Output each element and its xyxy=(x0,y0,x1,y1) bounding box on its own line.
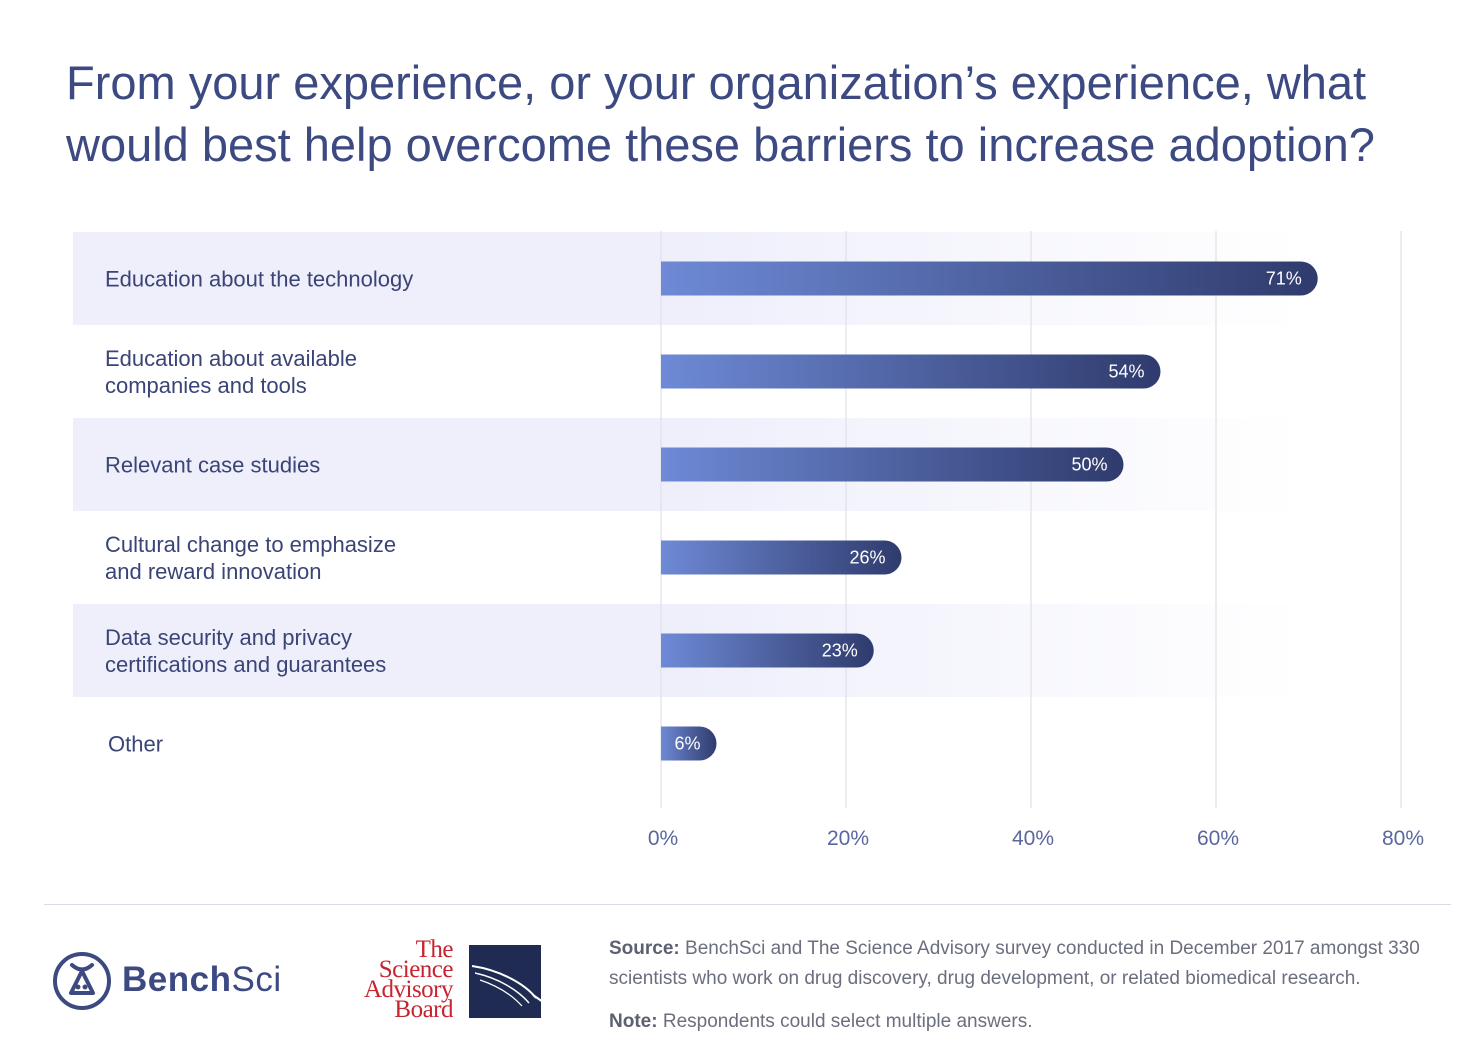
note-label: Note: xyxy=(609,1011,658,1032)
bar-value-label: 23% xyxy=(822,641,858,661)
bar xyxy=(661,540,902,575)
sab-line: The xyxy=(415,936,454,963)
source-text: BenchSci and The Science Advisory survey… xyxy=(609,938,1420,989)
bar-value-label: 26% xyxy=(849,548,885,568)
category-label: Relevant case studies xyxy=(105,453,320,478)
category-label: certifications and guarantees xyxy=(105,652,386,677)
category-label: Data security and privacy xyxy=(105,625,352,650)
x-tick-label: 40% xyxy=(1012,827,1054,850)
benchsci-logo-bold: Bench xyxy=(122,960,232,999)
sab-line: Board xyxy=(394,996,453,1023)
benchsci-logo-light: Sci xyxy=(231,960,282,999)
sab-line: Advisory xyxy=(363,976,454,1003)
bar-value-label: 71% xyxy=(1266,269,1302,289)
sab-line: Science xyxy=(378,956,454,983)
source-note: Source: BenchSci and The Science Advisor… xyxy=(609,934,1449,994)
footer-divider xyxy=(44,904,1451,905)
x-tick-label: 60% xyxy=(1197,827,1239,850)
chart-title: From your experience, or your organizati… xyxy=(66,56,1375,171)
bar xyxy=(661,726,717,761)
x-tick-label: 80% xyxy=(1382,827,1424,850)
category-label: Other xyxy=(108,732,163,757)
x-tick-label: 20% xyxy=(827,827,869,850)
benchsci-logo-text: BenchSci xyxy=(122,960,282,1000)
category-label: Cultural change to emphasize xyxy=(105,532,396,557)
bar xyxy=(661,261,1318,296)
category-label: Education about the technology xyxy=(105,267,413,292)
source-label: Source: xyxy=(609,938,680,959)
note: Note: Respondents could select multiple … xyxy=(609,1008,1449,1036)
x-tick-label: 0% xyxy=(648,827,678,850)
note-text: Respondents could select multiple answer… xyxy=(662,1011,1033,1032)
bar-chart: Education about the technology 71% Educati… xyxy=(73,231,1424,850)
bar-value-label: 50% xyxy=(1071,455,1107,475)
category-label: Education about available xyxy=(105,346,357,371)
bar xyxy=(661,447,1124,482)
bar-value-label: 6% xyxy=(674,734,700,754)
bar-value-label: 54% xyxy=(1108,362,1144,382)
benchsci-logo-icon xyxy=(53,952,111,1010)
bar xyxy=(661,633,874,668)
science-advisory-board-logo-icon xyxy=(469,945,544,1018)
category-label: companies and tools xyxy=(105,373,307,398)
category-label: and reward innovation xyxy=(105,559,321,584)
science-advisory-board-logo-text: The Science Advisory Board xyxy=(330,936,454,1023)
bar xyxy=(661,354,1161,389)
